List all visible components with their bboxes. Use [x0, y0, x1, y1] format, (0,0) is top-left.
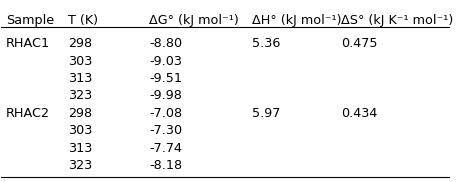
Text: ΔS° (kJ K⁻¹ mol⁻¹): ΔS° (kJ K⁻¹ mol⁻¹) — [341, 14, 454, 27]
Text: 298: 298 — [68, 107, 92, 120]
Text: 0.475: 0.475 — [341, 37, 378, 50]
Text: 303: 303 — [68, 124, 93, 137]
Text: -9.98: -9.98 — [149, 89, 182, 102]
Text: ΔG° (kJ mol⁻¹): ΔG° (kJ mol⁻¹) — [149, 14, 239, 27]
Text: 313: 313 — [68, 72, 93, 85]
Text: 5.36: 5.36 — [252, 37, 280, 50]
Text: 303: 303 — [68, 55, 93, 68]
Text: RHAC2: RHAC2 — [6, 107, 50, 120]
Text: 298: 298 — [68, 37, 92, 50]
Text: ΔH° (kJ mol⁻¹): ΔH° (kJ mol⁻¹) — [252, 14, 341, 27]
Text: 0.434: 0.434 — [341, 107, 378, 120]
Text: 323: 323 — [68, 159, 93, 172]
Text: RHAC1: RHAC1 — [6, 37, 50, 50]
Text: -7.30: -7.30 — [149, 124, 182, 137]
Text: -8.80: -8.80 — [149, 37, 182, 50]
Text: -9.03: -9.03 — [149, 55, 182, 68]
Text: Sample: Sample — [6, 14, 54, 27]
Text: -8.18: -8.18 — [149, 159, 182, 172]
Text: T (K): T (K) — [68, 14, 99, 27]
Text: 5.97: 5.97 — [252, 107, 280, 120]
Text: -7.74: -7.74 — [149, 142, 182, 155]
Text: 313: 313 — [68, 142, 93, 155]
Text: -9.51: -9.51 — [149, 72, 182, 85]
Text: -7.08: -7.08 — [149, 107, 182, 120]
Text: 323: 323 — [68, 89, 93, 102]
